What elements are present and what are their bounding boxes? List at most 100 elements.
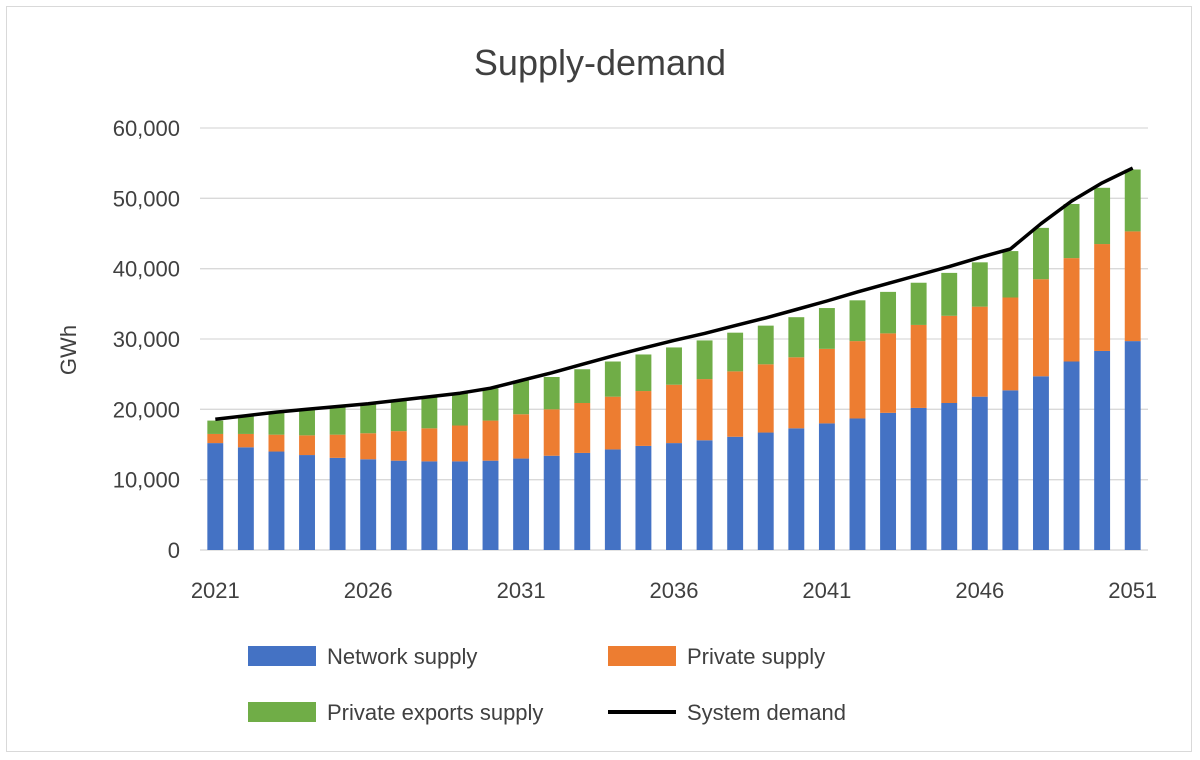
y-tick-labels: 0 10,000 20,000 30,000 40,000 50,000 60,000 xyxy=(113,116,180,563)
bar-private-exports-supply xyxy=(421,397,438,429)
bar-private-supply xyxy=(299,435,315,456)
bar-private-supply xyxy=(543,409,560,456)
bar-private-exports-supply xyxy=(635,354,652,392)
bar-network-supply xyxy=(421,461,438,550)
bar-private-exports-supply xyxy=(696,340,713,380)
bars xyxy=(207,169,1141,550)
bar-private-exports-supply xyxy=(207,420,224,434)
bar-private-supply xyxy=(604,396,621,450)
bar-network-supply xyxy=(329,457,346,550)
legend-swatch xyxy=(608,646,676,666)
y-tick-label: 60,000 xyxy=(113,116,180,141)
bar-private-supply xyxy=(910,324,927,408)
chart-title: Supply-demand xyxy=(474,42,726,83)
y-tick-label: 20,000 xyxy=(113,397,180,422)
bar-network-supply xyxy=(941,403,958,550)
bar-private-supply xyxy=(482,420,499,461)
y-tick-label: 30,000 xyxy=(113,327,180,352)
x-tick-label: 2026 xyxy=(344,578,393,603)
bar-private-exports-supply xyxy=(604,361,621,397)
bar-private-supply xyxy=(1124,231,1141,342)
y-tick-label: 0 xyxy=(168,538,180,563)
bar-network-supply xyxy=(482,460,499,550)
bar-network-supply xyxy=(1063,361,1080,550)
bar-private-exports-supply xyxy=(1124,169,1141,232)
bar-private-supply xyxy=(971,306,988,397)
bar-private-exports-supply xyxy=(390,400,407,432)
bar-private-supply xyxy=(421,428,438,462)
bar-network-supply xyxy=(543,455,560,550)
bar-private-supply xyxy=(727,371,744,437)
bar-network-supply xyxy=(237,447,254,550)
bar-private-exports-supply xyxy=(329,407,346,435)
bar-private-supply xyxy=(574,403,591,453)
bar-network-supply xyxy=(451,461,468,550)
chart-frame xyxy=(6,6,1192,752)
bar-private-exports-supply xyxy=(941,272,958,316)
bar-private-exports-supply xyxy=(757,325,774,365)
bar-private-exports-supply xyxy=(482,388,499,421)
bar-network-supply xyxy=(880,412,897,550)
x-tick-label: 2021 xyxy=(191,578,240,603)
bar-network-supply xyxy=(727,436,744,550)
demand-line-group xyxy=(215,166,1134,421)
bar-network-supply xyxy=(788,428,805,550)
bar-private-supply xyxy=(849,341,866,419)
bar-network-supply xyxy=(910,407,927,550)
bar-private-exports-supply xyxy=(237,415,254,434)
bar-private-supply xyxy=(818,348,835,424)
bar-private-supply xyxy=(329,434,346,458)
bar-private-supply xyxy=(360,433,377,460)
y-tick-label: 10,000 xyxy=(113,468,180,493)
bar-private-exports-supply xyxy=(451,393,468,426)
bar-network-supply xyxy=(604,449,621,550)
bar-private-supply xyxy=(513,414,530,459)
bar-network-supply xyxy=(207,443,224,550)
bar-private-supply xyxy=(207,433,224,444)
x-tick-label: 2051 xyxy=(1108,578,1157,603)
bar-private-supply xyxy=(1002,297,1019,391)
bar-network-supply xyxy=(513,458,530,550)
bar-private-exports-supply xyxy=(360,403,377,434)
bar-private-exports-supply xyxy=(818,308,835,349)
bar-private-exports-supply xyxy=(1094,187,1111,245)
x-tick-label: 2036 xyxy=(650,578,699,603)
bar-private-exports-supply xyxy=(880,291,897,334)
y-axis-label: GWh xyxy=(56,325,81,375)
y-tick-label: 40,000 xyxy=(113,257,180,282)
bar-network-supply xyxy=(849,418,866,550)
bar-network-supply xyxy=(299,455,315,550)
bar-private-exports-supply xyxy=(849,300,866,342)
bar-private-supply xyxy=(635,391,652,446)
bar-network-supply xyxy=(390,460,407,550)
legend-swatch xyxy=(248,646,316,666)
legend-label: Private supply xyxy=(687,644,825,669)
bar-network-supply xyxy=(360,459,377,550)
x-tick-label: 2031 xyxy=(497,578,546,603)
bar-network-supply xyxy=(635,445,652,550)
bar-network-supply xyxy=(818,423,835,550)
bar-private-supply xyxy=(237,433,254,448)
bar-private-supply xyxy=(788,357,805,429)
bar-network-supply xyxy=(574,452,591,550)
bar-private-supply xyxy=(1094,244,1111,351)
x-tick-label: 2046 xyxy=(955,578,1004,603)
legend-label: System demand xyxy=(687,700,846,725)
bar-network-supply xyxy=(268,451,285,550)
bar-private-exports-supply xyxy=(299,410,315,436)
bar-private-supply xyxy=(390,431,407,461)
bar-private-exports-supply xyxy=(1033,227,1049,280)
legend-label: Private exports supply xyxy=(327,700,543,725)
bar-network-supply xyxy=(1124,341,1141,550)
bar-private-exports-supply xyxy=(788,317,805,358)
bar-network-supply xyxy=(971,396,988,550)
bar-private-exports-supply xyxy=(910,282,927,325)
bar-private-exports-supply xyxy=(543,376,560,410)
bar-private-supply xyxy=(451,425,468,462)
legend-swatch xyxy=(248,702,316,722)
bar-network-supply xyxy=(1094,350,1111,550)
y-tick-label: 50,000 xyxy=(113,186,180,211)
x-tick-labels: 2021 2026 2031 2036 2041 2046 2051 xyxy=(191,578,1157,603)
gridlines xyxy=(200,127,1148,551)
